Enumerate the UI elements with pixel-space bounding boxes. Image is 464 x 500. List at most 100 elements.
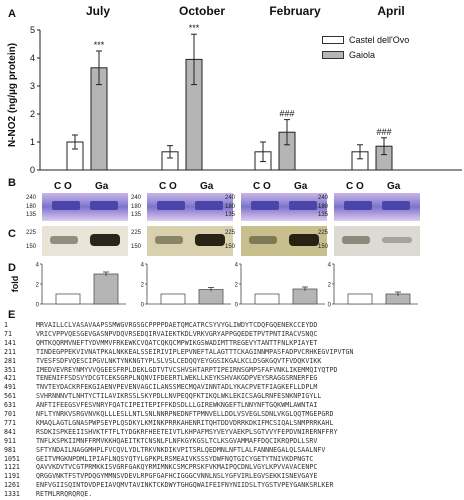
- gel-band: [52, 201, 80, 210]
- panel-label-b: B: [8, 177, 16, 189]
- y-tick-label: 4: [30, 53, 35, 63]
- panel-label-a: A: [8, 8, 16, 20]
- sequence-residues: RSDKISPKEEIISHVKTFTFLTYDGKRFHEETEIVTLKHP…: [36, 427, 338, 436]
- sequence-row: 141 QMTKQQRMVNEFTYDVMMVFRKEWKCVQATCQKQCMP…: [0, 338, 464, 349]
- mw-marker: 225: [131, 230, 142, 236]
- sequence-residues: MRVAILLCLVASAVAAPSSMWGVRGSGCPPPPDAETQMCA…: [36, 321, 318, 329]
- sequence-residues: QAVVKDVTVCGTPRMKKISVGRFGAKQYRMIMNKCSMCPR…: [36, 463, 318, 472]
- month-label-july: July: [85, 4, 110, 18]
- fold-tick-label: 2: [141, 283, 145, 289]
- sequence-residues: SVHRNNNVTLNHTYCTILAVIKRSSLSKYPDLLNVPEQQF…: [36, 392, 322, 401]
- sequence-row: 281 TVESFSDFVQESCIPGVLNKTYNKNGTYPLSLVSLCE…: [0, 356, 464, 367]
- y-tick-label: 2: [30, 109, 35, 119]
- fold-y-label: fold: [10, 276, 20, 293]
- western-blot-image: [42, 226, 128, 256]
- lane-label-co: C O: [159, 181, 177, 192]
- lane-label-ga: Ga: [95, 181, 109, 192]
- y-tick-label: 1: [30, 137, 35, 147]
- sequence-residues: QRGGVNKTFSTVPDQGYMMNSVDEVLRPGFGAFHCIGGGC…: [36, 472, 318, 481]
- sequence-row: 1191 QRGGVNKTFSTVPDQGYMMNSVDEVLRPGFGAFHCI…: [0, 471, 464, 482]
- mw-marker: 240: [225, 195, 236, 201]
- sequence-residues: TINDEGPPEKVIVNATPKALNKKEALSSEIRIVIPLEPVN…: [36, 347, 354, 356]
- sequence-residues: QMTKQQRMVNEFTYDVMMVFRKEWKCVQATCQKQCMPWIK…: [36, 338, 318, 347]
- mw-marker: 180: [225, 204, 236, 210]
- lane-label-ga: Ga: [200, 181, 214, 192]
- month-label-february: February: [269, 4, 321, 18]
- fold-tick-label: 4: [235, 263, 239, 269]
- y-axis-label: N-NO2 (ng/µg protein): [7, 43, 18, 147]
- gel-band: [90, 201, 118, 210]
- mw-marker: 135: [225, 212, 236, 218]
- mw-marker: 225: [26, 230, 37, 236]
- fold-chart: fold 0 2 4 0 2 4 0 2 4 0 2 4: [10, 263, 418, 309]
- fold-tick-label: 0: [36, 303, 40, 309]
- gel-band: [195, 201, 223, 210]
- sequence-position: 1331: [4, 490, 20, 499]
- fold-tick-label: 2: [328, 283, 332, 289]
- legend-label-gaiola: Gaiola: [349, 49, 376, 60]
- western-blot-image: [147, 226, 233, 256]
- significance-label: ***: [94, 40, 105, 50]
- mw-marker: 180: [26, 204, 37, 210]
- lane-label-co: C O: [253, 181, 271, 192]
- sequence-residues: SFTYNDAILNAGGMHPLFVCQVLYDLTRKVNKDIKVPITS…: [36, 445, 326, 454]
- sequence-residues: TENENIFFSDSVYDCGTCEKSGRPLNQNVIFDEERTLWEK…: [36, 374, 318, 383]
- panel-label-d: D: [8, 262, 16, 274]
- sequence-row: 1 MRVAILLCLVASAVAAPSSMWGVRGSGCPPPPDAETQMC…: [0, 320, 464, 331]
- sequence-row: 421 TENENIFFSDSVYDCGTCEKSGRPLNQNVIFDEERTL…: [0, 373, 464, 384]
- sequence-row: 631 ANFTIFEEGSVFESVNRYFQATCIPEITEPIFFKDSD…: [0, 400, 464, 411]
- sequence-residues: TVESFSDFVQESCIPGVLNKTYNKNGTYPLSLVSLCEDQQ…: [36, 356, 322, 365]
- western-blot-image: [241, 226, 327, 256]
- sequence-residues: GEITVMGKNPDMLIPIAFLNQSYQTYLGPKPLRSMEAIVK…: [36, 454, 314, 463]
- sequence-row: 1331 RETMLRRQRQRQE.: [0, 489, 464, 500]
- sequence-position: 281: [4, 356, 16, 365]
- fold-tick-label: 2: [36, 283, 40, 289]
- gel-band: [157, 201, 185, 210]
- stained-gel-image: [334, 193, 420, 221]
- sequence-block: 1 MRVAILLCLVASAVAAPSSMWGVRGSGCPPPPDAETQMC…: [0, 320, 464, 500]
- fold-tick-label: 4: [36, 263, 40, 269]
- fold-bar-co: [347, 293, 373, 305]
- y-tick-label: 5: [30, 25, 35, 35]
- gel-band: [382, 201, 410, 210]
- mw-marker: 150: [318, 244, 329, 250]
- sequence-position: 841: [4, 427, 16, 436]
- mw-marker: 135: [131, 212, 142, 218]
- stained-gel-image: [241, 193, 327, 221]
- blot-band: [289, 234, 319, 246]
- bar-chart: 0 1 2 3 4 5 *** *** ### ### N-NO2 (ng/µg protein…: [7, 23, 462, 175]
- western-blot-image: [334, 226, 420, 256]
- fold-tick-label: 0: [141, 303, 145, 309]
- legend-item-gaiola: Gaiola: [322, 48, 462, 61]
- sequence-row: 771 KMAQLAGTLGNASPWPSEYPLQSDKYLKMINKPRRKA…: [0, 418, 464, 429]
- sequence-position: 211: [4, 347, 16, 356]
- significance-label: ###: [376, 127, 391, 137]
- mw-marker: 240: [26, 195, 37, 201]
- fold-bar-co: [160, 293, 186, 305]
- sequence-row: 351 IMEDVEVREYNMYVVQGEESFRPLDEKLGDTVTVCSH…: [0, 365, 464, 376]
- sequence-residues: TNVTEYDACKRFEKGIAENVPEVENVAGCILANSSMECMQ…: [36, 383, 318, 392]
- blot-band: [342, 236, 370, 244]
- mw-marker: 135: [26, 212, 37, 218]
- panel-label-c: C: [8, 228, 16, 240]
- mw-marker: 135: [318, 212, 329, 218]
- mw-marker: 240: [318, 195, 329, 201]
- sequence-position: 1051: [4, 454, 20, 463]
- lane-label-co: C O: [346, 181, 364, 192]
- significance-label: ###: [279, 109, 294, 119]
- sequence-residues: TNFLKSPKIIMNFFRMVKKHQAEITKTCNSNLFLNFKGYK…: [36, 436, 318, 445]
- sequence-position: 141: [4, 338, 16, 347]
- sequence-row: 71 VRICVPPVQESGEVGASNPVDQVRSEDQIRVAIEKTKD…: [0, 329, 464, 340]
- fold-bar-co: [254, 293, 280, 305]
- blot-band: [155, 236, 183, 244]
- blot-band: [50, 236, 78, 244]
- sequence-position: 421: [4, 374, 16, 383]
- lane-label-ga: Ga: [294, 181, 308, 192]
- sequence-position: 351: [4, 365, 16, 374]
- sequence-row: 1121 QAVVKDVTVCGTPRMKKISVGRFGAKQYRMIMNKCS…: [0, 462, 464, 473]
- mw-marker: 150: [225, 244, 236, 250]
- sequence-position: 1121: [4, 463, 20, 472]
- sequence-position: 771: [4, 418, 16, 427]
- y-tick-label: 3: [30, 81, 35, 91]
- mw-marker: 225: [318, 230, 329, 236]
